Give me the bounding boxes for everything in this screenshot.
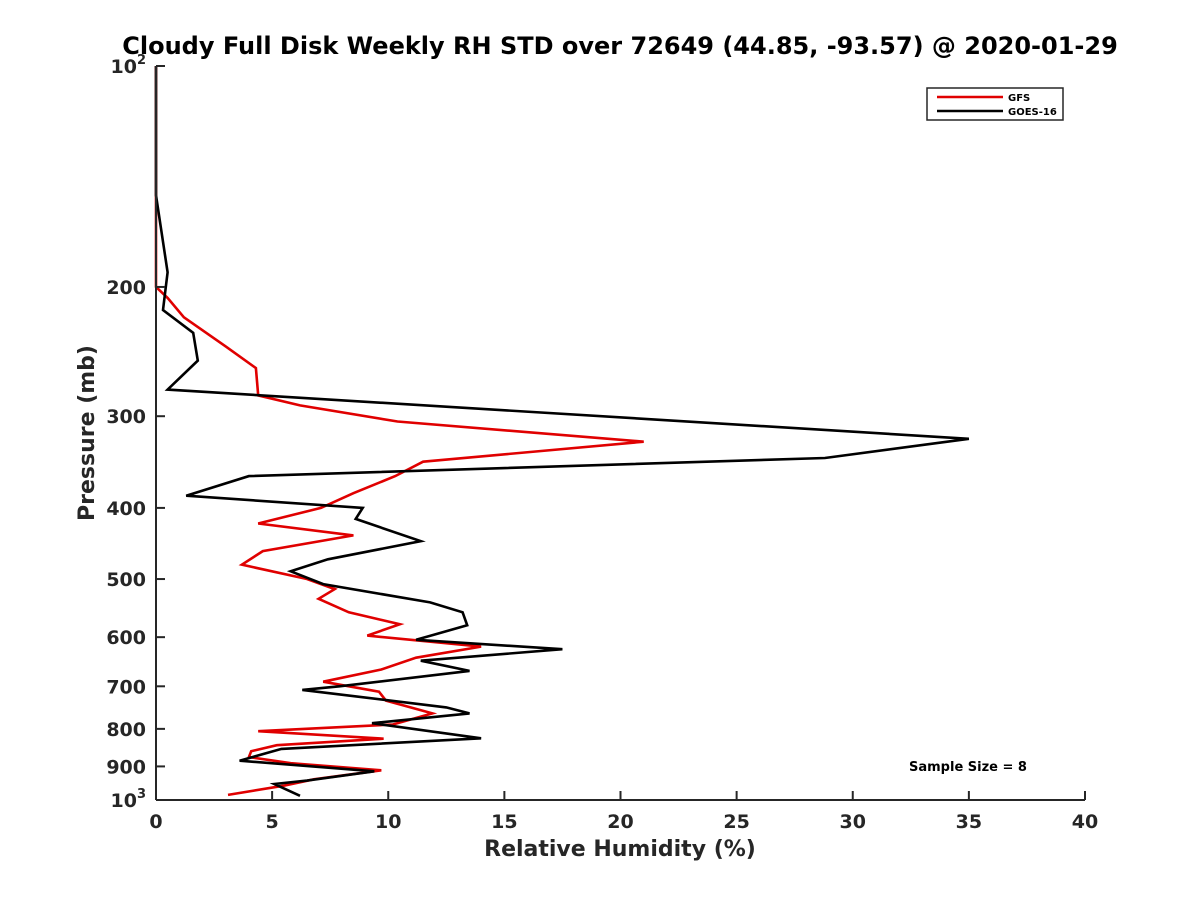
y-tick-label: 800 <box>106 719 146 741</box>
x-axis: 0 5 10 15 20 25 30 35 40 <box>149 791 1098 833</box>
legend-entry-label: GFS <box>1008 93 1030 104</box>
y-tick-label: 103 <box>111 787 147 812</box>
plot-area <box>154 66 970 797</box>
y-tick-label: 900 <box>106 756 146 778</box>
y-tick-label: 300 <box>106 406 146 428</box>
y-axis: 102 200 300 400 500 600 700 800 900 103 <box>106 53 165 812</box>
x-tick-label: 15 <box>491 811 517 833</box>
y-tick-label: 400 <box>106 498 146 520</box>
sample-size-annotation: Sample Size = 8 <box>909 760 1027 775</box>
x-tick-label: 20 <box>607 811 633 833</box>
x-tick-label: 30 <box>840 811 866 833</box>
y-tick-label: 600 <box>106 627 146 649</box>
x-tick-label: 40 <box>1072 811 1098 833</box>
legend: GFS GOES-16 <box>926 87 1064 121</box>
x-tick-label: 5 <box>266 811 279 833</box>
x-tick-label: 0 <box>149 811 162 833</box>
series-line-goes-16 <box>154 66 970 797</box>
y-tick-label: 700 <box>106 676 146 698</box>
y-tick-label: 500 <box>106 569 146 591</box>
chart-title: Cloudy Full Disk Weekly RH STD over 7264… <box>122 32 1118 60</box>
x-axis-label: Relative Humidity (%) <box>484 837 756 862</box>
legend-entry-label: GOES-16 <box>1008 107 1057 118</box>
x-tick-label: 25 <box>723 811 749 833</box>
x-tick-label: 10 <box>375 811 401 833</box>
y-tick-label: 102 <box>111 53 147 78</box>
y-axis-label: Pressure (mb) <box>75 345 100 521</box>
legend-box <box>926 87 1064 121</box>
x-tick-label: 35 <box>956 811 982 833</box>
y-tick-label: 200 <box>106 277 146 299</box>
